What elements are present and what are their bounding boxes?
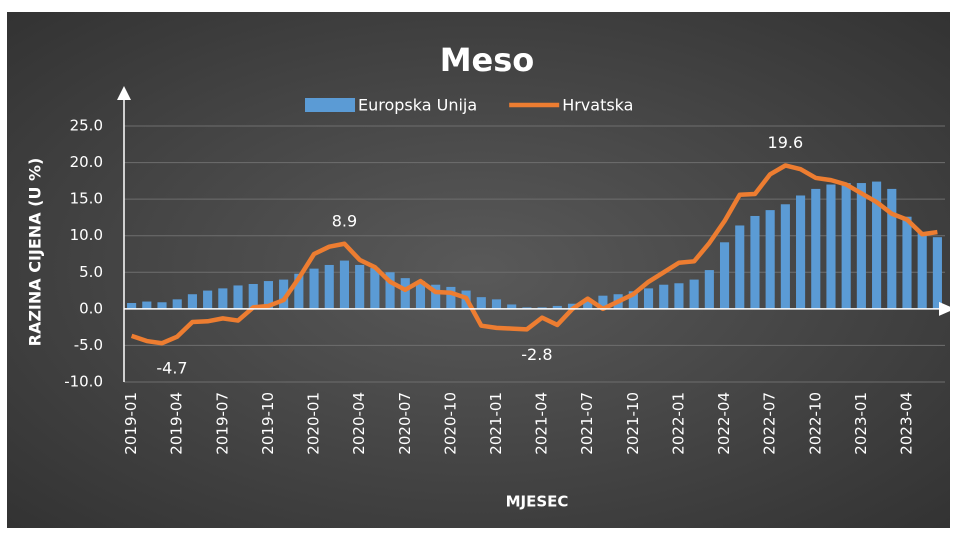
legend: Europska Unija Hrvatska bbox=[305, 96, 633, 115]
bar bbox=[172, 299, 182, 309]
bar bbox=[400, 278, 410, 309]
x-tick-label: 2021-10 bbox=[624, 392, 642, 455]
y-tick-label: 25.0 bbox=[70, 117, 103, 135]
y-axis-label: RAZINA CIJENA (U %) bbox=[26, 158, 45, 347]
bar bbox=[872, 181, 882, 309]
bar bbox=[856, 183, 866, 309]
bar bbox=[811, 188, 821, 309]
bar bbox=[142, 301, 152, 309]
bar bbox=[719, 242, 730, 309]
bar bbox=[355, 264, 365, 309]
bar bbox=[370, 267, 380, 309]
bar bbox=[735, 225, 745, 309]
legend-label: Hrvatska bbox=[562, 96, 633, 115]
y-tick-label: -5.0 bbox=[74, 336, 103, 354]
bar bbox=[917, 232, 927, 309]
bar bbox=[248, 283, 258, 309]
bar bbox=[887, 188, 897, 309]
bar bbox=[476, 297, 486, 309]
bar bbox=[704, 270, 714, 309]
bar bbox=[674, 283, 684, 309]
bar bbox=[446, 286, 456, 309]
bar bbox=[127, 303, 137, 309]
legend-swatch bbox=[305, 98, 355, 112]
bar bbox=[233, 285, 243, 309]
x-tick-label: 2023-04 bbox=[897, 392, 915, 455]
bar bbox=[339, 260, 350, 309]
bar bbox=[841, 183, 851, 309]
bar bbox=[796, 195, 806, 309]
x-tick-label: 2021-04 bbox=[533, 392, 551, 455]
x-tick-label: 2019-01 bbox=[122, 392, 140, 455]
bar bbox=[309, 268, 319, 309]
data-label: -2.8 bbox=[521, 345, 552, 364]
bar bbox=[187, 294, 197, 309]
bar bbox=[689, 279, 699, 309]
x-tick-label: 2021-07 bbox=[578, 392, 596, 455]
legend-label: Europska Unija bbox=[358, 96, 477, 115]
bar bbox=[583, 300, 593, 309]
x-tick-label: 2022-04 bbox=[715, 392, 733, 455]
y-tick-label: -10.0 bbox=[64, 373, 103, 391]
x-tick-label: 2023-01 bbox=[852, 392, 870, 455]
bar bbox=[157, 302, 167, 309]
bar bbox=[294, 273, 304, 309]
x-tick-label: 2019-04 bbox=[168, 392, 186, 455]
x-tick-label: 2020-07 bbox=[396, 392, 414, 455]
x-tick-label: 2019-07 bbox=[213, 392, 231, 455]
x-tick-label: 2020-04 bbox=[350, 392, 368, 455]
line bbox=[130, 163, 938, 346]
y-tick-label: 15.0 bbox=[70, 190, 103, 208]
bar bbox=[431, 284, 441, 309]
bar bbox=[750, 215, 760, 309]
x-tick-label: 2022-01 bbox=[669, 392, 687, 455]
bar bbox=[552, 305, 562, 309]
y-tick-label: 20.0 bbox=[70, 153, 103, 171]
bar bbox=[932, 237, 942, 309]
x-axis-label: MJESEC bbox=[506, 493, 569, 511]
x-tick-label: 2021-01 bbox=[487, 392, 505, 455]
bar bbox=[628, 291, 638, 309]
x-axis-arrow bbox=[939, 301, 955, 316]
y-tick-label: 0.0 bbox=[79, 299, 103, 317]
bar bbox=[643, 288, 654, 309]
bar bbox=[765, 210, 775, 309]
data-label: -4.7 bbox=[156, 359, 187, 378]
chart-title: Meso bbox=[440, 41, 535, 79]
bar bbox=[203, 290, 213, 309]
x-tick-label: 2022-10 bbox=[806, 392, 824, 455]
x-tick-label: 2020-10 bbox=[441, 392, 459, 455]
bar bbox=[279, 279, 289, 309]
bar bbox=[263, 281, 273, 309]
bar bbox=[415, 281, 426, 309]
bar bbox=[659, 284, 669, 309]
y-tick-label: 10.0 bbox=[70, 226, 103, 244]
bar bbox=[902, 216, 912, 309]
bar bbox=[385, 272, 395, 309]
data-label: 19.6 bbox=[768, 133, 804, 152]
bar bbox=[218, 288, 228, 309]
bar bbox=[598, 295, 608, 309]
x-tick-label: 2022-07 bbox=[761, 392, 779, 455]
background bbox=[7, 12, 950, 528]
data-label: 8.9 bbox=[332, 211, 357, 230]
y-tick-label: 5.0 bbox=[79, 263, 103, 281]
bar bbox=[507, 304, 517, 309]
bar bbox=[324, 264, 334, 309]
y-axis-arrow bbox=[117, 86, 131, 100]
bar bbox=[491, 299, 502, 309]
bar bbox=[826, 184, 836, 309]
x-tick-label: 2019-10 bbox=[259, 392, 277, 455]
x-tick-label: 2020-01 bbox=[305, 392, 323, 455]
bar bbox=[780, 204, 790, 309]
